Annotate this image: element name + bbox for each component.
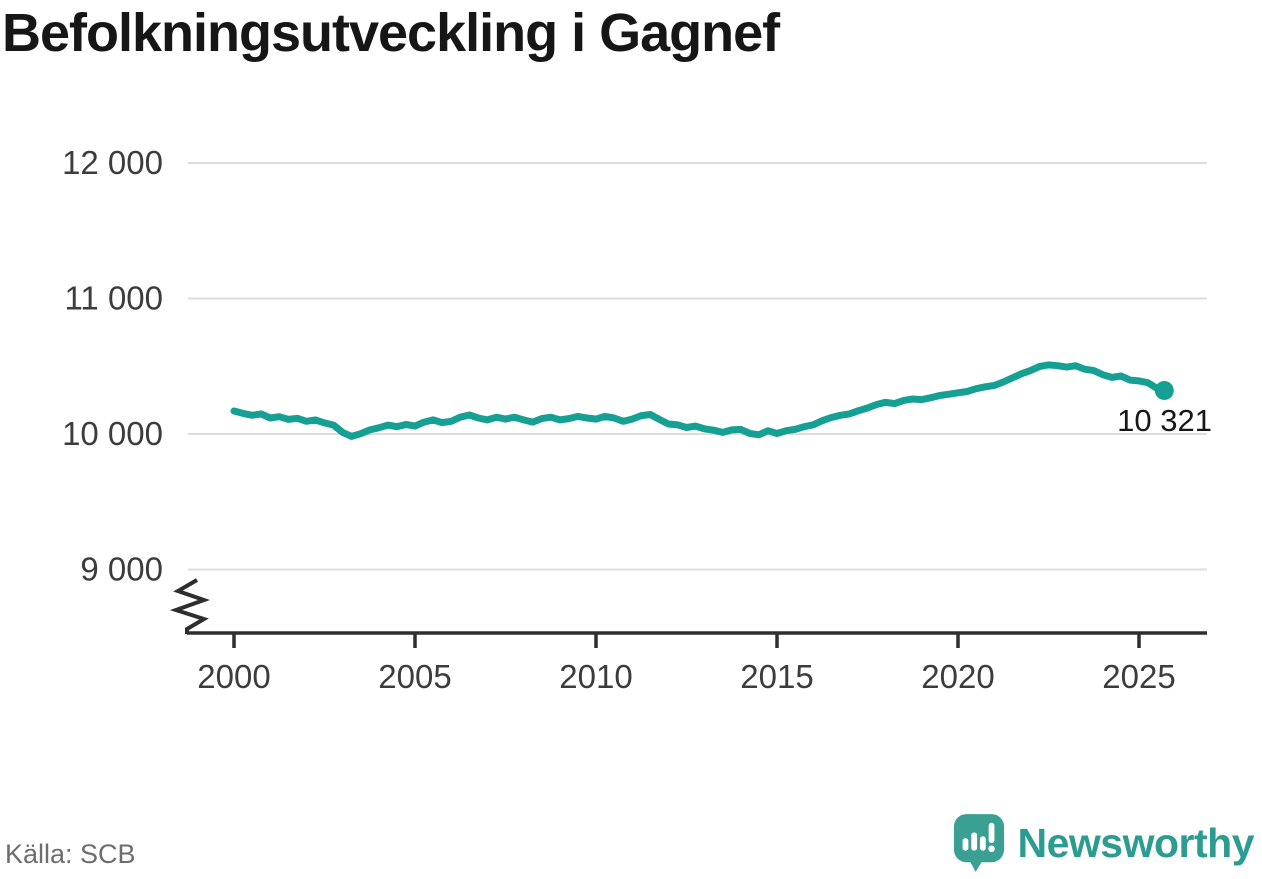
x-tick-label: 2020 [921,658,994,695]
newsworthy-logo: Newsworthy [952,812,1255,874]
newsworthy-wordmark: Newsworthy [1017,819,1255,866]
latest-value-label: 10 321 [1117,403,1212,438]
newsworthy-icon [953,814,1004,872]
y-tick-label: 12 000 [62,144,163,181]
bar-chart-bar-1 [962,838,968,851]
axis-break-icon [169,578,211,634]
bar-chart-bar-2 [970,832,977,851]
latest-point-marker [1154,381,1174,400]
speech-bubble-shape [953,814,1004,863]
x-tick-label: 2005 [378,658,451,695]
x-tick-label: 2015 [740,658,813,695]
y-tick-label: 11 000 [65,280,163,317]
y-tick-label: 10 000 [62,415,163,452]
y-tick-label: 9 000 [80,551,163,588]
bar-chart-bar-3 [979,836,986,851]
exclamation-stem [988,822,994,843]
exclamation-dot [987,845,995,853]
speech-bubble-tail [967,858,984,872]
population-line [230,361,1168,440]
x-tick-label: 2000 [197,658,270,695]
x-tick-label: 2010 [559,658,632,695]
chart-title: Befolkningsutveckling i Gagnef [2,3,780,63]
x-tick-label: 2025 [1102,658,1175,695]
source-label: Källa: SCB [5,839,136,869]
